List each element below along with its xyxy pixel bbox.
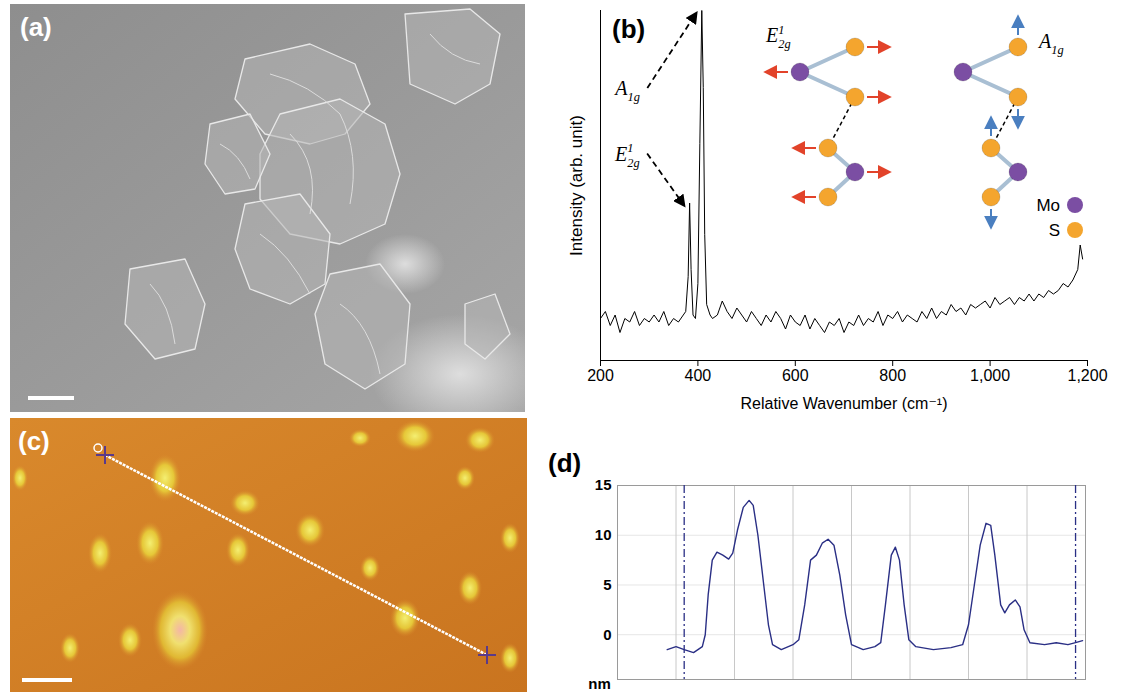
svg-text:15: 15 [595,476,612,493]
svg-text:800: 800 [879,367,906,384]
svg-text:E12g: E12g [765,23,791,51]
html-text:(d): (d) [548,448,582,478]
html-text:(b): (b) [612,14,646,44]
svg-text:5: 5 [603,576,611,593]
svg-text:400: 400 [685,367,712,384]
svg-text:A1g: A1g [1037,30,1064,57]
svg-text:A1g: A1g [613,77,640,104]
svg-text:Relative Wavenumber (cm⁻¹): Relative Wavenumber (cm⁻¹) [740,395,947,412]
svg-text:0: 0 [603,626,611,643]
svg-text:1,000: 1,000 [970,367,1010,384]
svg-text:Mo: Mo [1036,196,1060,215]
svg-text:10: 10 [595,526,612,543]
svg-text:600: 600 [782,367,809,384]
html-text:(a): (a) [20,12,52,42]
svg-text:nm: nm [588,675,611,692]
svg-text:S: S [1049,221,1060,240]
html-text:(c): (c) [18,426,50,456]
svg-text:Intensity (arb. unit): Intensity (arb. unit) [567,115,586,256]
svg-text:200: 200 [587,367,614,384]
svg-text:1,200: 1,200 [1067,367,1107,384]
svg-text:E12g: E12g [614,141,640,169]
